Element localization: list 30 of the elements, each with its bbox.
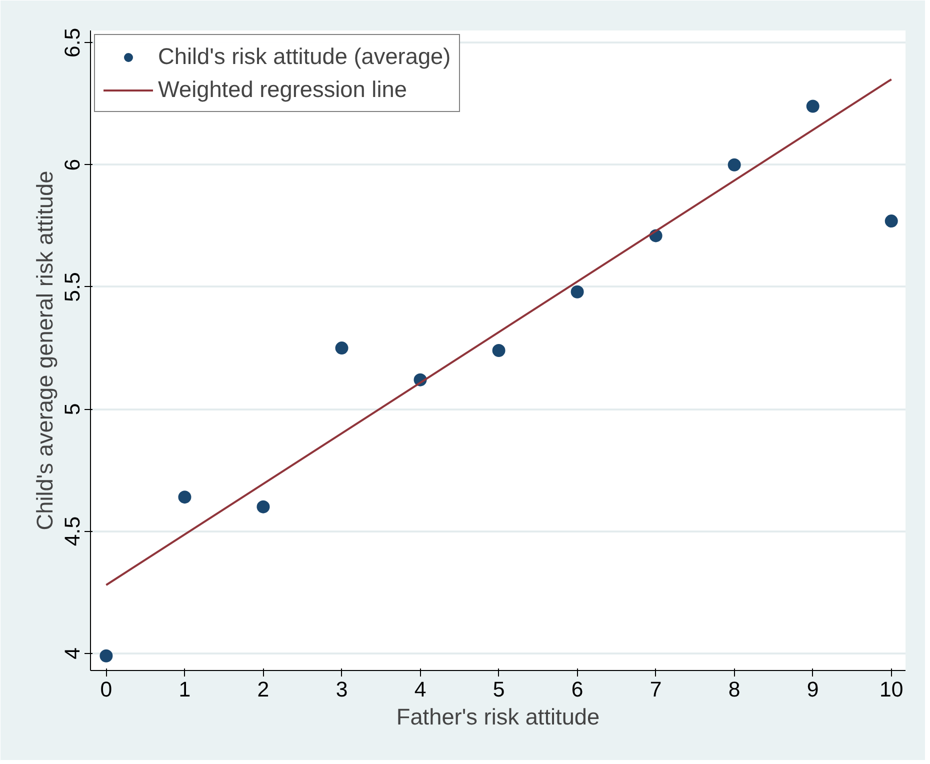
- y-tick-label: 4.5: [60, 516, 84, 546]
- y-tick-label: 5.5: [60, 272, 84, 302]
- x-tick-label: 6: [571, 678, 584, 702]
- point: [100, 649, 113, 662]
- x-tick-label: 4: [414, 678, 426, 702]
- x-tick-label: 8: [728, 678, 740, 702]
- y-tick-label: 6: [60, 158, 84, 171]
- y-axis-title: Child's average general risk attitude: [32, 170, 58, 530]
- point: [492, 344, 506, 357]
- x-tick-label: 3: [336, 678, 348, 702]
- legend-label: Weighted regression line: [158, 76, 407, 103]
- point: [806, 100, 820, 113]
- x-tick-label: 7: [650, 678, 662, 702]
- x-tick-label: 9: [806, 678, 819, 702]
- point: [728, 158, 741, 172]
- x-axis-title: Father's risk attitude: [396, 704, 600, 730]
- x-tick-label: 5: [492, 678, 505, 702]
- point: [256, 500, 270, 514]
- y-tick-label: 6.5: [60, 28, 84, 58]
- x-tick-label: 0: [100, 678, 112, 702]
- point: [570, 285, 584, 298]
- point: [335, 342, 348, 355]
- y-tick-label: 4: [60, 647, 84, 660]
- y-tick-label: 5: [60, 403, 84, 416]
- legend-label: Child's risk attitude (average): [158, 43, 451, 70]
- point: [884, 214, 898, 228]
- x-tick-label: 10: [880, 678, 904, 702]
- x-tick-label: 2: [257, 678, 270, 702]
- point: [178, 490, 192, 504]
- x-tick-label: 1: [178, 678, 191, 702]
